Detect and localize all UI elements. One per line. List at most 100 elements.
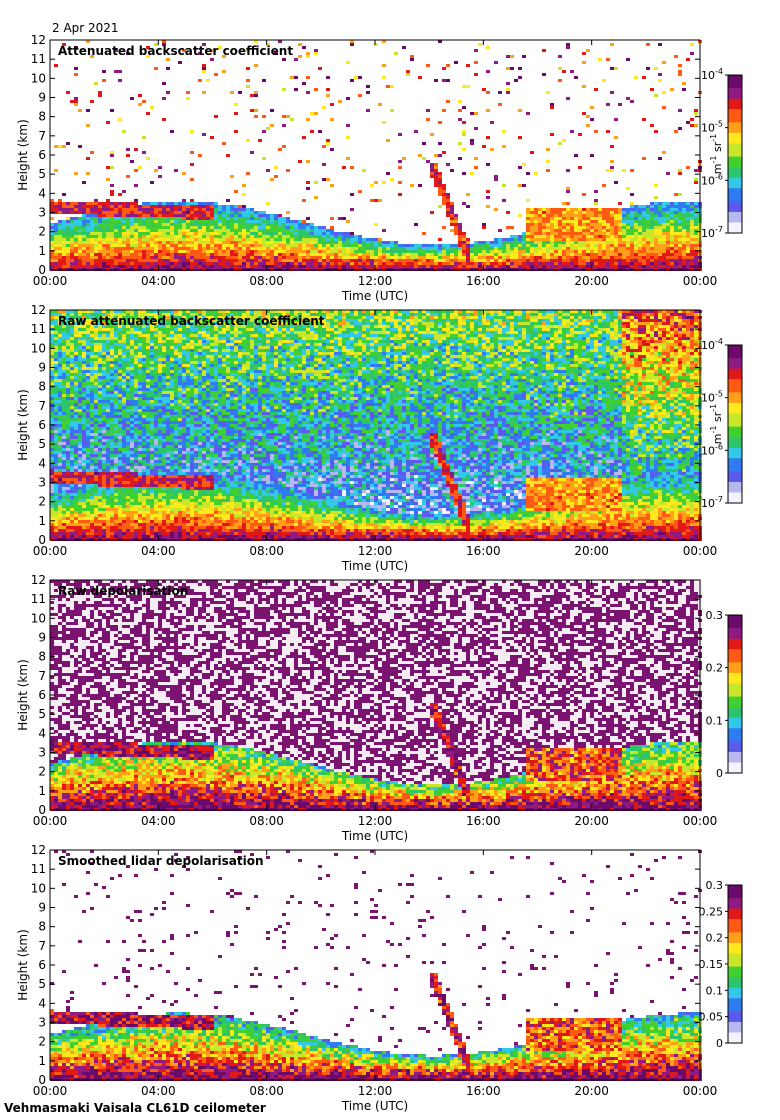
heatmap-cell (378, 259, 382, 262)
heatmap-cell (170, 202, 174, 205)
heatmap-cell (154, 250, 158, 253)
heatmap-cell (226, 244, 230, 247)
heatmap-cell (74, 250, 78, 253)
heatmap-cell (126, 229, 130, 232)
heatmap-cell (350, 262, 354, 265)
heatmap-cell (342, 259, 346, 262)
heatmap-cell (486, 196, 490, 199)
heatmap-cell (294, 229, 298, 232)
heatmap-cell (182, 256, 186, 259)
heatmap-cell (190, 151, 194, 154)
heatmap-cell (554, 241, 558, 244)
heatmap-cell (114, 265, 118, 268)
heatmap-cell (526, 220, 530, 223)
heatmap-cell (66, 238, 70, 241)
heatmap-cell (634, 214, 638, 217)
heatmap-cell (230, 217, 234, 220)
heatmap-cell (262, 238, 266, 241)
heatmap-cell (350, 232, 354, 235)
heatmap-cell (166, 226, 170, 229)
heatmap-cell (186, 211, 190, 214)
heatmap-cell (246, 250, 250, 253)
heatmap-cell (322, 178, 326, 181)
heatmap-cell (190, 130, 194, 133)
heatmap-cell (582, 256, 586, 259)
heatmap-cell (94, 238, 98, 241)
heatmap-cell (194, 244, 198, 247)
heatmap-cell (594, 250, 598, 253)
heatmap-cell (238, 226, 242, 229)
heatmap-cell (242, 262, 246, 265)
heatmap-cell (482, 265, 486, 268)
heatmap-cell (462, 235, 466, 238)
heatmap-cell (194, 211, 198, 214)
heatmap-cell (454, 232, 458, 235)
heatmap-cell (278, 235, 282, 238)
heatmap-cell (158, 232, 162, 235)
heatmap-cell (194, 256, 198, 259)
heatmap-cell (546, 247, 550, 250)
heatmap-cell (270, 256, 274, 259)
heatmap-cell (266, 169, 270, 172)
heatmap-cell (54, 262, 58, 265)
heatmap-cell (170, 217, 174, 220)
heatmap-cell (98, 205, 102, 208)
heatmap-cell (466, 85, 470, 88)
heatmap-cell (178, 247, 182, 250)
heatmap-cell (494, 250, 498, 253)
heatmap-cell (374, 259, 378, 262)
heatmap-cell (206, 232, 210, 235)
heatmap-cell (558, 235, 562, 238)
heatmap-cell (186, 256, 190, 259)
heatmap-cell (542, 49, 546, 52)
heatmap-cell (538, 211, 542, 214)
heatmap-cell (582, 244, 586, 247)
heatmap-cell (550, 250, 554, 253)
heatmap-cell (182, 202, 186, 205)
heatmap-cell (98, 256, 102, 259)
heatmap-cell (262, 253, 266, 256)
heatmap-cell (314, 229, 318, 232)
heatmap-cell (98, 265, 102, 268)
heatmap-cell (286, 241, 290, 244)
heatmap-cell (650, 208, 654, 211)
heatmap-cell (118, 244, 122, 247)
heatmap-cell (82, 202, 86, 205)
heatmap-cell (546, 226, 550, 229)
heatmap-cell (354, 253, 358, 256)
heatmap-cell (58, 259, 62, 262)
heatmap-cell (122, 223, 126, 226)
heatmap-cell (618, 214, 622, 217)
heatmap-cell (534, 265, 538, 268)
heatmap-cell (366, 253, 370, 256)
heatmap-cell (306, 91, 310, 94)
heatmap-cell (478, 256, 482, 259)
heatmap-cell (110, 247, 114, 250)
heatmap-cell (222, 259, 226, 262)
heatmap-cell (170, 265, 174, 268)
heatmap-cell (290, 247, 294, 250)
heatmap-cell (590, 253, 594, 256)
heatmap-cell (522, 244, 526, 247)
heatmap-cell (166, 58, 170, 61)
heatmap-cell (582, 262, 586, 265)
heatmap-cell (654, 241, 658, 244)
heatmap-cell (482, 262, 486, 265)
heatmap-cell (138, 211, 142, 214)
heatmap-cell (658, 232, 662, 235)
heatmap-cell (78, 262, 82, 265)
heatmap-cell (182, 220, 186, 223)
heatmap-cell (570, 214, 574, 217)
heatmap-cell (186, 223, 190, 226)
heatmap-cell (542, 247, 546, 250)
heatmap-cell (98, 211, 102, 214)
heatmap-cell (142, 223, 146, 226)
heatmap-cell (478, 253, 482, 256)
heatmap-cell (62, 202, 66, 205)
heatmap-cell (606, 259, 610, 262)
heatmap-cell (546, 160, 550, 163)
heatmap-cell (214, 244, 218, 247)
heatmap-cell (550, 232, 554, 235)
heatmap-cell (202, 253, 206, 256)
heatmap-cell (434, 262, 438, 265)
